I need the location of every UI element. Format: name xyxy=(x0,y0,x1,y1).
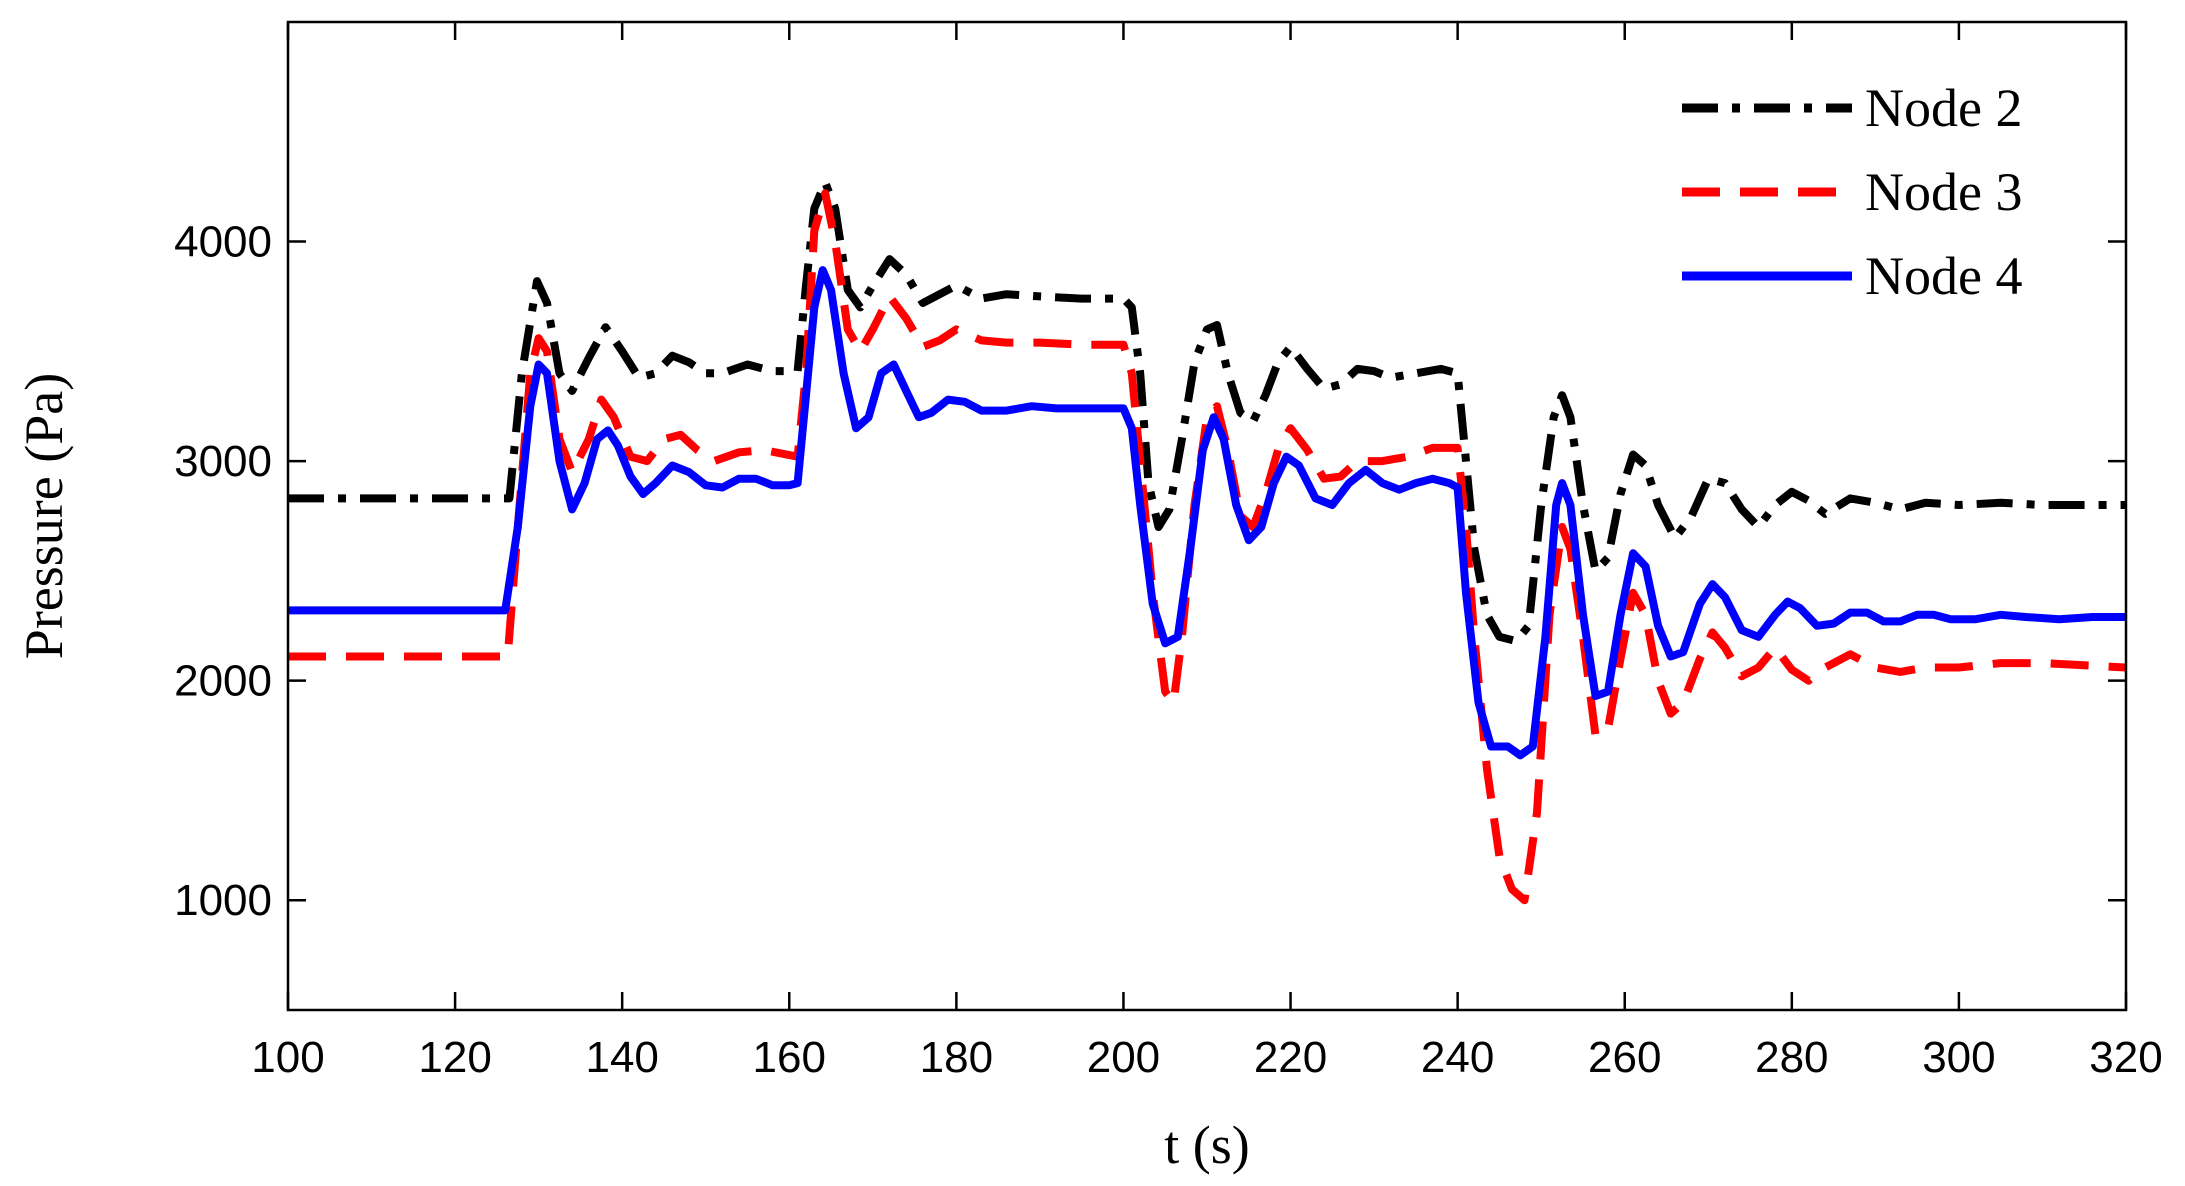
legend: Node 2 Node 3 Node 4 xyxy=(1682,78,2022,306)
x-tick-label: 200 xyxy=(1087,1033,1160,1082)
x-tick-label: 220 xyxy=(1254,1033,1327,1082)
x-tick-label: 280 xyxy=(1755,1033,1828,1082)
y-tick-label: 1000 xyxy=(174,876,272,925)
legend-label-2: Node 3 xyxy=(1865,162,2022,222)
y-axis-title: Pressure (Pa) xyxy=(14,373,74,659)
plot-area-background xyxy=(288,22,2126,1010)
x-tick-label: 140 xyxy=(585,1033,658,1082)
legend-label-1: Node 2 xyxy=(1865,78,2022,138)
x-tick-label: 160 xyxy=(753,1033,826,1082)
x-tick-label: 100 xyxy=(251,1033,324,1082)
series-line-1 xyxy=(288,178,2126,646)
y-tick-label: 4000 xyxy=(174,218,272,267)
series-line-3 xyxy=(288,266,2126,760)
x-tick-label: 240 xyxy=(1421,1033,1494,1082)
plot-frame xyxy=(286,20,2128,1012)
x-axis-title: t (s) xyxy=(1164,1115,1249,1175)
x-tick-label: 320 xyxy=(2089,1033,2162,1082)
y-tick-label: 2000 xyxy=(174,657,272,706)
y-tick-label: 3000 xyxy=(174,437,272,486)
legend-label-3: Node 4 xyxy=(1865,246,2022,306)
x-tick-label: 180 xyxy=(920,1033,993,1082)
x-tick-label: 300 xyxy=(1922,1033,1995,1082)
x-tick-label: 260 xyxy=(1588,1033,1661,1082)
x-tick-label: 120 xyxy=(418,1033,491,1082)
